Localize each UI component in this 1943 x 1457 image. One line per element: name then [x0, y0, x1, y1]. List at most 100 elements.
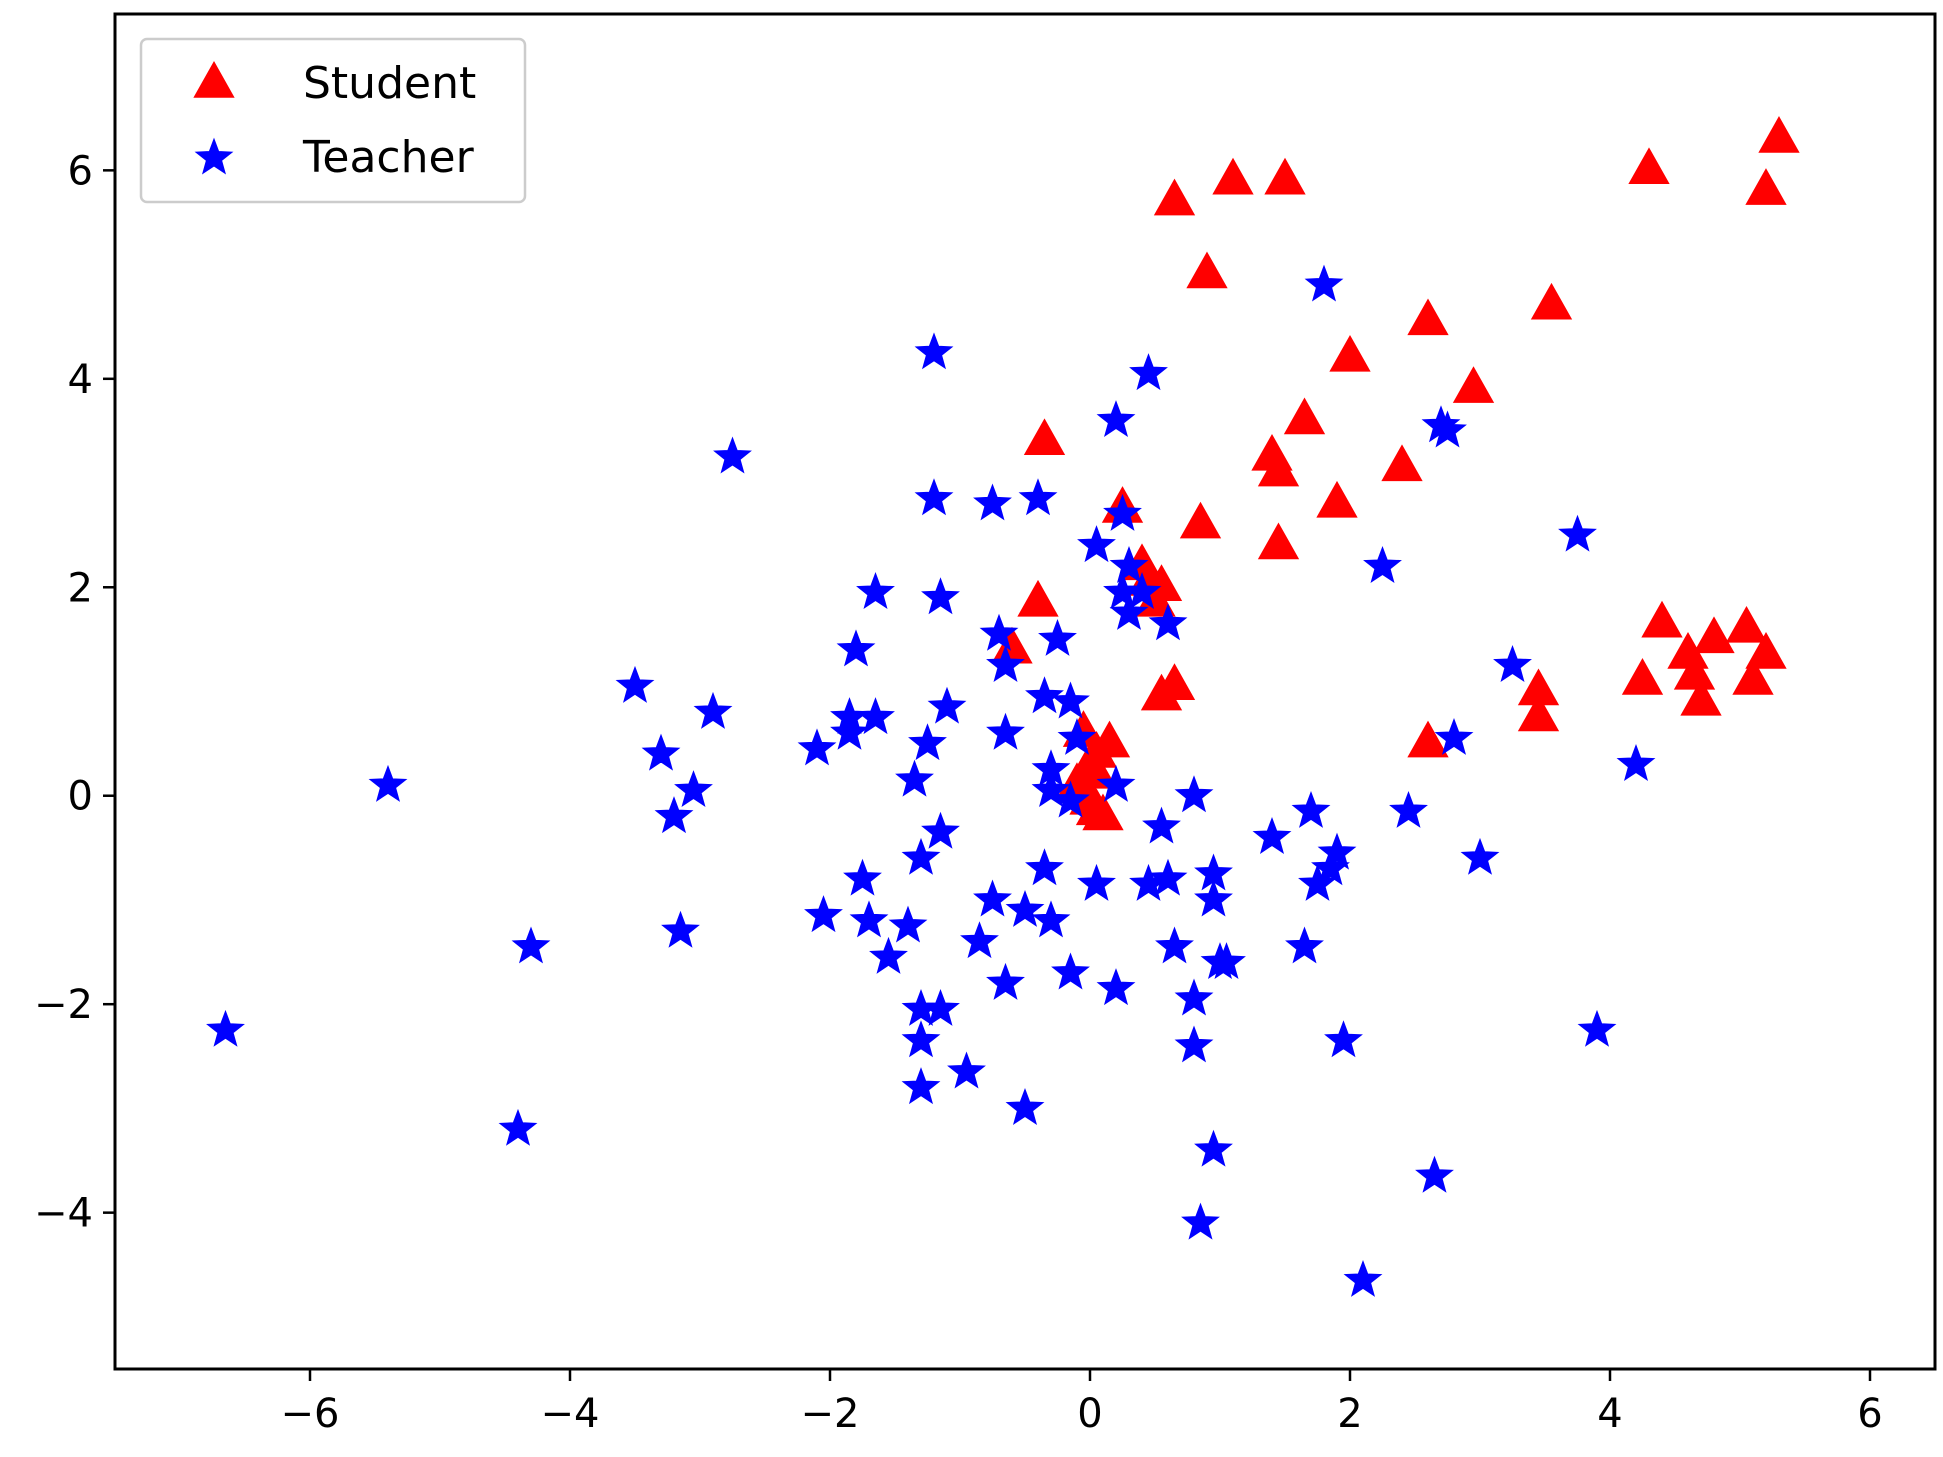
student-point [1283, 397, 1326, 435]
teacher-point [901, 837, 941, 875]
teacher-point [856, 697, 895, 735]
student-point [1153, 178, 1196, 216]
teacher-point [979, 613, 1019, 651]
teacher-point [888, 905, 928, 943]
teacher-point [1148, 603, 1188, 641]
teacher-point [498, 1108, 538, 1146]
teacher-point [1129, 353, 1168, 391]
data-marks [206, 116, 1800, 1297]
teacher-point [914, 478, 954, 516]
x-tick-label: 2 [1337, 1391, 1362, 1437]
student-point [1621, 658, 1664, 695]
teacher-point [1460, 837, 1500, 875]
teacher-point [1174, 978, 1214, 1016]
teacher-point [986, 962, 1025, 1000]
y-tick-label: −4 [34, 1191, 93, 1237]
teacher-point [1298, 863, 1337, 901]
teacher-point [1096, 764, 1136, 802]
teacher-point [1142, 806, 1181, 844]
teacher-point [661, 910, 700, 948]
teacher-point [986, 645, 1025, 682]
student-point [1517, 694, 1560, 732]
teacher-point [1493, 645, 1532, 682]
teacher-point [1051, 681, 1090, 719]
teacher-point [1174, 775, 1214, 813]
teacher-point [511, 926, 551, 964]
teacher-point [1616, 744, 1656, 781]
teacher-point [830, 712, 869, 750]
legend-label-student: Student [303, 58, 476, 109]
student-point [1264, 157, 1306, 195]
teacher-point [1005, 889, 1045, 927]
teacher-series [206, 264, 1656, 1297]
teacher-point [921, 577, 960, 615]
teacher-point [1194, 879, 1233, 917]
teacher-point [1291, 790, 1331, 828]
teacher-point [836, 629, 876, 667]
student-point [1257, 522, 1300, 560]
teacher-point [1148, 858, 1188, 896]
teacher-point [1317, 832, 1357, 870]
teacher-point [1031, 770, 1071, 808]
teacher-point [615, 665, 655, 703]
teacher-point [1558, 514, 1597, 552]
axis-ticks: −6 −4 −2 0 2 4 6 −4 −2 0 2 4 6 [34, 148, 1883, 1437]
teacher-point [947, 1051, 986, 1089]
teacher-point [1031, 900, 1071, 938]
teacher-point [1155, 926, 1194, 964]
student-point [1212, 157, 1254, 195]
teacher-point [1025, 848, 1064, 886]
student-point [1017, 579, 1059, 617]
teacher-point [986, 712, 1025, 750]
teacher-point [1311, 848, 1350, 886]
teacher-point [1109, 592, 1149, 630]
teacher-point [1207, 942, 1246, 980]
student-point [1725, 605, 1768, 643]
teacher-point [1018, 478, 1058, 516]
teacher-point [1077, 525, 1116, 563]
teacher-point [1077, 863, 1116, 901]
teacher-point [1103, 493, 1142, 531]
y-tick-label: 6 [68, 148, 93, 194]
teacher-point [693, 691, 733, 729]
student-point [1329, 334, 1371, 372]
teacher-point [654, 796, 694, 834]
teacher-point [1122, 572, 1162, 610]
teacher-point [1051, 952, 1090, 990]
student-point [1758, 116, 1800, 153]
teacher-point [1343, 1259, 1383, 1297]
teacher-point [674, 770, 713, 808]
teacher-point [856, 572, 895, 610]
teacher-point [1096, 400, 1136, 438]
x-tick-label: −4 [541, 1391, 600, 1437]
teacher-point [901, 1067, 941, 1105]
student-point [1680, 678, 1722, 716]
axes-frame [113, 12, 1937, 1371]
teacher-point [1389, 790, 1428, 828]
x-tick-label: 6 [1857, 1391, 1882, 1437]
y-tick-label: 0 [68, 774, 93, 820]
teacher-point [960, 921, 999, 959]
student-point [1257, 449, 1300, 487]
teacher-point [1363, 545, 1402, 583]
student-point [1023, 418, 1066, 456]
teacher-point [901, 988, 941, 1026]
teacher-point [1096, 968, 1136, 1006]
student-point [1381, 444, 1423, 482]
student-point [1745, 631, 1787, 669]
teacher-point [1174, 1025, 1214, 1063]
teacher-point [849, 900, 889, 938]
student-point [1407, 298, 1449, 336]
teacher-point [1051, 780, 1090, 818]
teacher-point [797, 728, 837, 766]
teacher-point [1194, 1129, 1233, 1167]
teacher-point [1109, 545, 1149, 583]
student-point [1082, 793, 1124, 831]
teacher-point [713, 436, 752, 474]
teacher-point [1057, 717, 1097, 755]
teacher-point [1181, 1202, 1220, 1240]
student-point [1179, 501, 1222, 539]
legend-box [139, 37, 527, 204]
